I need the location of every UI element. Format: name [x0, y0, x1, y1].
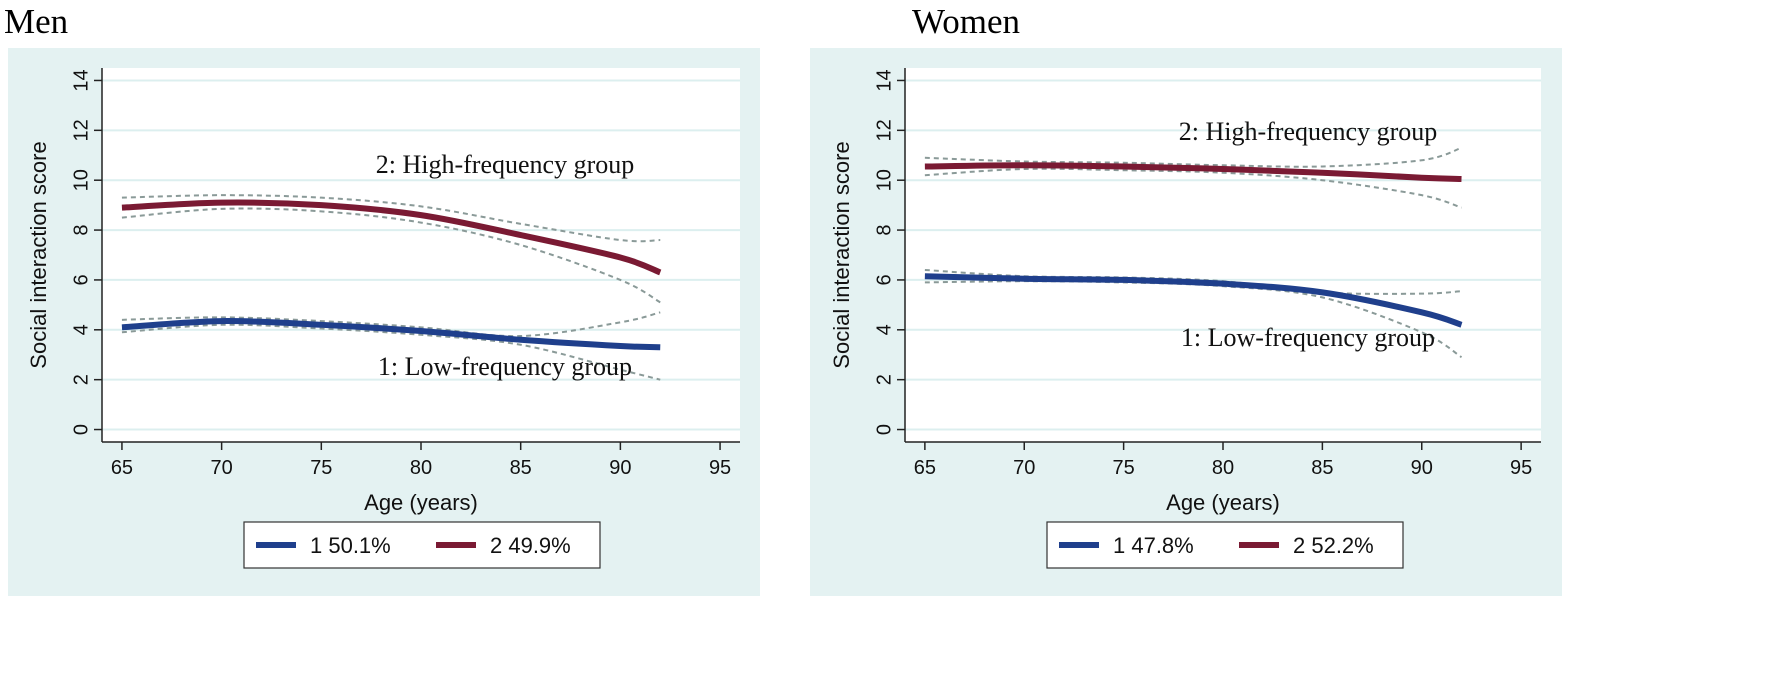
- y-tick-label: 14: [873, 69, 895, 91]
- x-tick-label: 75: [310, 457, 332, 479]
- legend-label-2: 2 52.2%: [1293, 533, 1374, 558]
- x-tick-label: 70: [1013, 457, 1035, 479]
- x-axis-label: Age (years): [364, 490, 478, 515]
- x-tick-label: 65: [111, 457, 133, 479]
- y-tick-label: 8: [70, 225, 92, 236]
- x-tick-label: 90: [609, 457, 631, 479]
- y-tick-label: 14: [70, 69, 92, 91]
- y-tick-label: 6: [70, 274, 92, 285]
- series-2: 2: High-frequency group: [924, 117, 1462, 209]
- ci-upper-line: [121, 311, 661, 338]
- x-tick-label: 85: [510, 457, 532, 479]
- panel-title-women: Women: [912, 2, 1020, 41]
- plot-area: [102, 68, 740, 442]
- ci-lower-line: [121, 207, 661, 304]
- trajectory-line: [121, 199, 662, 276]
- chart-panel-men: 0 2 4 6 8 10 12 14 65 70 75 80 85 90 95 Age (years) Soci…: [8, 48, 760, 596]
- series-1: 1: Low-frequency group: [121, 311, 661, 381]
- group-label: 2: High-frequency group: [376, 150, 634, 179]
- x-tick-label: 95: [1510, 457, 1532, 479]
- ci-upper-line: [924, 146, 1462, 168]
- legend-label-1: 1 47.8%: [1113, 533, 1194, 558]
- x-tick-label: 75: [1113, 457, 1135, 479]
- group-label: 1: Low-frequency group: [378, 352, 632, 381]
- legend-label-1: 1 50.1%: [310, 533, 391, 558]
- y-tick-label: 4: [70, 324, 92, 335]
- y-tick-label: 6: [873, 274, 895, 285]
- y-tick-label: 0: [70, 424, 92, 435]
- trajectory-line: [121, 318, 661, 351]
- y-axis-label: Social interaction score: [829, 141, 854, 368]
- x-tick-label: 65: [914, 457, 936, 479]
- y-tick-label: 12: [873, 119, 895, 141]
- x-tick-label: 80: [1212, 457, 1234, 479]
- legend-box: [243, 521, 601, 569]
- legend: 1 50.1% 2 49.9%: [243, 521, 601, 569]
- ci-upper-line: [121, 194, 661, 243]
- legend-label-2: 2 49.9%: [490, 533, 571, 558]
- y-tick-label: 8: [873, 225, 895, 236]
- trajectory-line: [924, 162, 1462, 182]
- y-tick-label: 2: [70, 374, 92, 385]
- x-tick-label: 70: [211, 457, 233, 479]
- ci-lower-line: [924, 167, 1462, 209]
- group-label: 1: Low-frequency group: [1181, 323, 1435, 352]
- y-tick-label: 4: [873, 324, 895, 335]
- x-tick-label: 85: [1311, 457, 1333, 479]
- y-tick-label: 2: [873, 374, 895, 385]
- series-1: 1: Low-frequency group: [924, 268, 1463, 359]
- series-2: 2: High-frequency group: [121, 150, 662, 304]
- trajectory-line: [924, 273, 1463, 328]
- ci-lower-line: [121, 323, 661, 381]
- y-axis-label: Social interaction score: [26, 141, 51, 368]
- legend: 1 47.8% 2 52.2%: [1046, 521, 1404, 569]
- x-axis-label: Age (years): [1166, 490, 1280, 515]
- x-tick-label: 90: [1411, 457, 1433, 479]
- x-tick-label: 95: [709, 457, 731, 479]
- x-tick-label: 80: [410, 457, 432, 479]
- chart-panel-women: 0 2 4 6 8 10 12 14 65 70 75 80 85 90 95 Age (years) Soci…: [810, 48, 1562, 596]
- panel-title-men: Men: [4, 2, 69, 41]
- y-tick-label: 12: [70, 119, 92, 141]
- y-tick-label: 10: [70, 169, 92, 191]
- group-label: 2: High-frequency group: [1179, 117, 1437, 146]
- y-tick-label: 10: [873, 169, 895, 191]
- legend-box: [1046, 521, 1404, 569]
- y-tick-label: 0: [873, 424, 895, 435]
